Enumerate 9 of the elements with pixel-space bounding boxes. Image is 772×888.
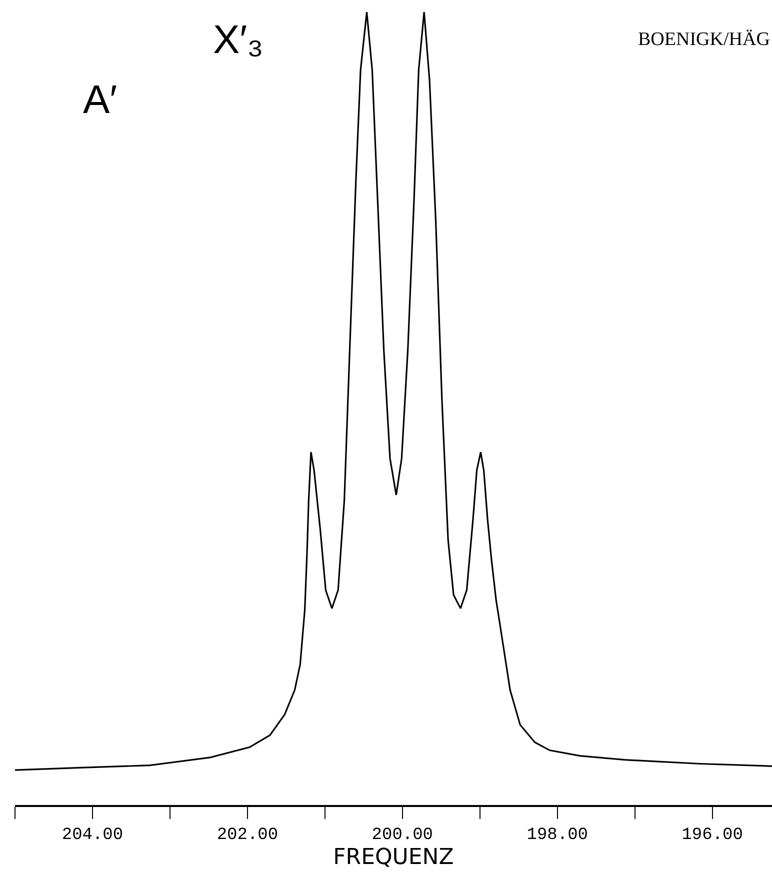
x-axis-title: FREQUENZ: [333, 845, 454, 870]
x-tick-label: 196.00: [682, 826, 743, 846]
x-tick-label: 200.00: [372, 826, 434, 846]
annotation: A′: [83, 78, 118, 122]
x-tick-label: 202.00: [216, 826, 278, 846]
annotation: X′₃: [213, 18, 264, 62]
x-tick-label: 198.00: [526, 826, 588, 846]
annotation: BOENIGK/HÄG: [638, 29, 770, 50]
x-tick-label: 204.00: [62, 826, 124, 846]
